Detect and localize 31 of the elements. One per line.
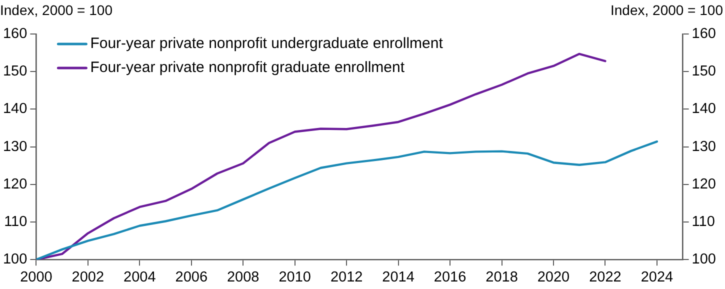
x-tick-label: 2020 [537,269,570,286]
x-tick-label: 2022 [589,269,622,286]
y2-tick-label: 100 [692,252,716,268]
x-tick-label: 2000 [20,269,52,286]
y-tick-label: 160 [2,26,28,42]
y-tick-label: 100 [2,252,28,268]
x-tick-label: 2018 [486,269,518,286]
y2-tick-label: 150 [692,64,716,80]
x-tick-label: 2006 [175,269,208,286]
y2-tick-label: 110 [692,214,715,230]
y-tick-label: 120 [2,176,28,192]
x-tick-label: 2016 [434,269,466,286]
x-tick-label: 2012 [330,269,363,286]
y2-tick-label: 160 [692,26,716,42]
x-tick-label: 2024 [640,269,674,286]
y2-axis-title: Index, 2000 = 100 [610,2,724,18]
legend-label: Four-year private nonprofit graduate enrollment [90,59,406,76]
y2-tick-label: 140 [692,101,716,118]
x-tick-label: 2014 [382,269,414,286]
y-axis-title: Index, 2000 = 100 [0,2,113,18]
y-tick-label: 140 [2,101,28,118]
y-tick-label: 110 [4,214,28,230]
legend-label: Four-year private nonprofit undergraduate enrollment [90,35,444,52]
y2-tick-label: 130 [692,138,716,155]
x-tick-label: 2002 [72,269,104,286]
y2-tick-label: 120 [692,176,716,192]
x-tick-label: 2004 [124,269,156,286]
y-tick-label: 150 [2,64,28,80]
y-tick-label: 130 [2,138,28,155]
x-tick-label: 2010 [278,269,311,286]
x-tick-label: 2008 [226,269,260,286]
